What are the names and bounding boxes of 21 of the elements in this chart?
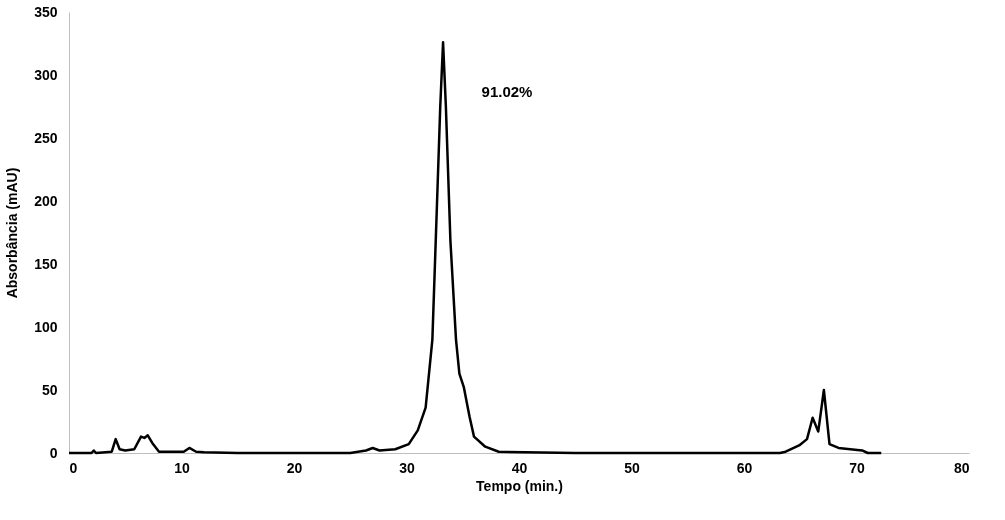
y-tick-label: 0 — [49, 444, 58, 461]
y-tick-label: 150 — [34, 255, 58, 272]
line-series — [67, 40, 883, 455]
y-tick-label: 250 — [34, 129, 58, 146]
x-tick-label: 10 — [174, 459, 190, 476]
y-tick-label: 350 — [34, 3, 58, 20]
x-tick-label: 50 — [624, 459, 640, 476]
x-tick-label: 60 — [736, 459, 753, 476]
x-tick-label: 20 — [286, 459, 303, 476]
x-axis-title: Tempo (min.) — [476, 477, 563, 494]
y-axis-title: Absorbância (mAU) — [4, 167, 21, 299]
x-tick-label: 70 — [849, 459, 865, 476]
x-tick-label: 40 — [511, 459, 528, 476]
y-tick-label: 200 — [34, 192, 58, 209]
x-tick-label: 80 — [953, 459, 970, 476]
x-tick-label: 30 — [399, 459, 415, 476]
annotation: 91.02% — [481, 83, 533, 100]
y-tick-label: 50 — [41, 381, 58, 398]
y-tick-label: 100 — [34, 318, 58, 335]
y-tick-label: 300 — [34, 66, 58, 83]
x-tick-label: 0 — [69, 459, 78, 476]
